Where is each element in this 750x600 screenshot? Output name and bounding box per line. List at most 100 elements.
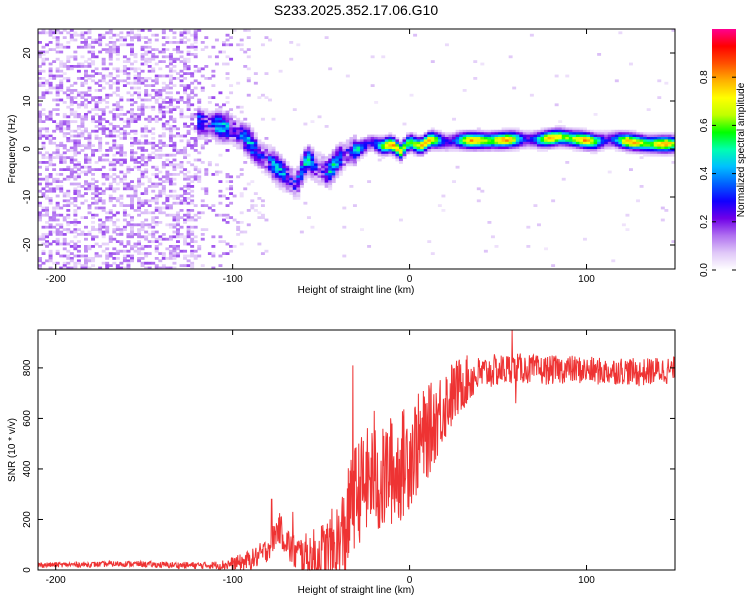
spectrogram-cell <box>45 50 50 54</box>
spectrogram-cell <box>48 110 53 114</box>
spectrogram-cell <box>558 127 563 131</box>
spectrogram-cell <box>62 247 67 251</box>
spectrogram-cell <box>87 139 92 143</box>
spectrogram-cell <box>434 132 439 135</box>
spectrogram-cell <box>225 62 230 66</box>
spectrogram-cell <box>69 103 74 107</box>
spectrogram-cell <box>73 65 78 68</box>
spectrogram-cell <box>119 79 124 83</box>
spectrogram-cell <box>48 175 53 179</box>
spectrogram-cell <box>487 132 492 135</box>
spectrogram-cell <box>193 149 198 152</box>
spectrogram-cell <box>536 149 541 152</box>
spectrogram-cell <box>168 132 173 135</box>
spectrogram-cell <box>179 108 184 111</box>
spectrogram-cell <box>395 144 400 147</box>
spectrogram-cell <box>193 165 198 169</box>
spectrogram-cell <box>498 137 502 140</box>
spectrogram-cell <box>197 134 202 138</box>
spectrogram-cell <box>105 175 110 179</box>
spectrogram-cell <box>303 177 308 181</box>
spectrogram-cell <box>204 228 209 231</box>
spectrogram-cell <box>299 177 304 181</box>
spectrogram-cell <box>161 180 166 183</box>
spectrogram-cell <box>483 137 488 140</box>
spectrogram-cell <box>183 177 188 181</box>
spectrogram-cell <box>179 163 184 167</box>
spectrogram-cell <box>501 134 506 138</box>
spectrogram-cell <box>59 168 64 171</box>
spectrogram-cell <box>533 134 538 138</box>
spectrogram-cell <box>76 240 81 243</box>
spectrogram-cell <box>388 141 393 145</box>
spectrogram-cell <box>413 132 418 135</box>
spectrogram-cell <box>590 134 595 138</box>
spectrogram-cell <box>660 153 665 157</box>
spectrogram-cell <box>38 151 42 155</box>
spectrogram-cell <box>73 175 78 179</box>
spectrogram-cell <box>193 41 198 44</box>
spectrogram-cell <box>646 151 651 155</box>
spectrogram-cell <box>126 168 131 171</box>
spectrogram-cell <box>250 134 255 138</box>
spectrogram-cell <box>285 180 290 183</box>
spectrogram-cell <box>190 81 195 85</box>
spectrogram-cell <box>87 110 92 114</box>
spectrogram-cell <box>119 180 124 183</box>
spectrogram-cell <box>130 245 134 248</box>
spectrogram-cell <box>108 252 113 255</box>
spectrogram-cell <box>384 151 389 155</box>
spectrogram-cell <box>490 141 495 145</box>
spectrogram-cell <box>360 144 364 147</box>
spectrogram-cell <box>59 141 64 145</box>
spectrogram-cell <box>122 153 127 157</box>
spectrogram-cell <box>314 168 318 171</box>
snr-y-tick-label: 0 <box>22 567 33 573</box>
spectrogram-cell <box>161 31 166 35</box>
spectrogram-cell <box>529 141 534 145</box>
spectrogram-cell <box>130 158 134 162</box>
spectrogram-cell <box>310 158 315 162</box>
spectrogram-cell <box>289 185 294 188</box>
spectrogram-cell <box>151 89 156 92</box>
spectrogram-cell <box>126 240 131 243</box>
spectrogram-cell <box>636 137 641 140</box>
spectrogram-cell <box>168 55 173 59</box>
spectrogram-cell <box>190 225 195 229</box>
spectrogram-cell <box>501 129 506 133</box>
spectrogram-cell <box>115 45 120 49</box>
spectrogram-cell <box>671 139 676 143</box>
spectrogram-cell <box>119 127 124 131</box>
spectrogram-cell <box>140 163 145 167</box>
spectrogram-cell <box>73 89 78 92</box>
spectrogram-cell <box>413 137 418 140</box>
spectrogram-cell <box>69 108 74 111</box>
snr-y-tick-label: 800 <box>22 359 33 376</box>
spectrogram-cell <box>84 266 88 270</box>
spectrogram-cell <box>38 69 42 73</box>
spectrogram-cell <box>554 129 559 133</box>
spectrogram-cell <box>207 129 212 133</box>
spectrogram-cell <box>73 235 78 239</box>
spectrogram-cell <box>398 144 403 147</box>
spectrogram-cell <box>232 137 237 140</box>
spectrogram-cell <box>607 170 612 174</box>
spectrogram-cell <box>508 141 513 145</box>
spectrogram-cell <box>183 101 188 104</box>
spectrogram-cell <box>508 146 513 150</box>
spectrogram-cell <box>130 201 134 205</box>
spectrogram-cell <box>441 144 446 147</box>
spectrogram-cell <box>165 41 170 44</box>
spectrogram-cell <box>466 134 471 138</box>
spectrogram-cell <box>151 173 156 176</box>
spectrogram-cell <box>55 230 60 234</box>
spectrogram-cell <box>186 182 191 186</box>
spectrogram-cell <box>494 245 499 248</box>
spectrogram-cell <box>225 213 230 217</box>
spectrogram-cell <box>236 81 241 85</box>
spectrogram-cell <box>115 240 120 243</box>
spectrogram-cell <box>91 192 96 195</box>
spectrogram-cell <box>119 146 124 150</box>
spectrogram-cell <box>137 29 142 32</box>
spectrogram-cell <box>193 204 198 207</box>
